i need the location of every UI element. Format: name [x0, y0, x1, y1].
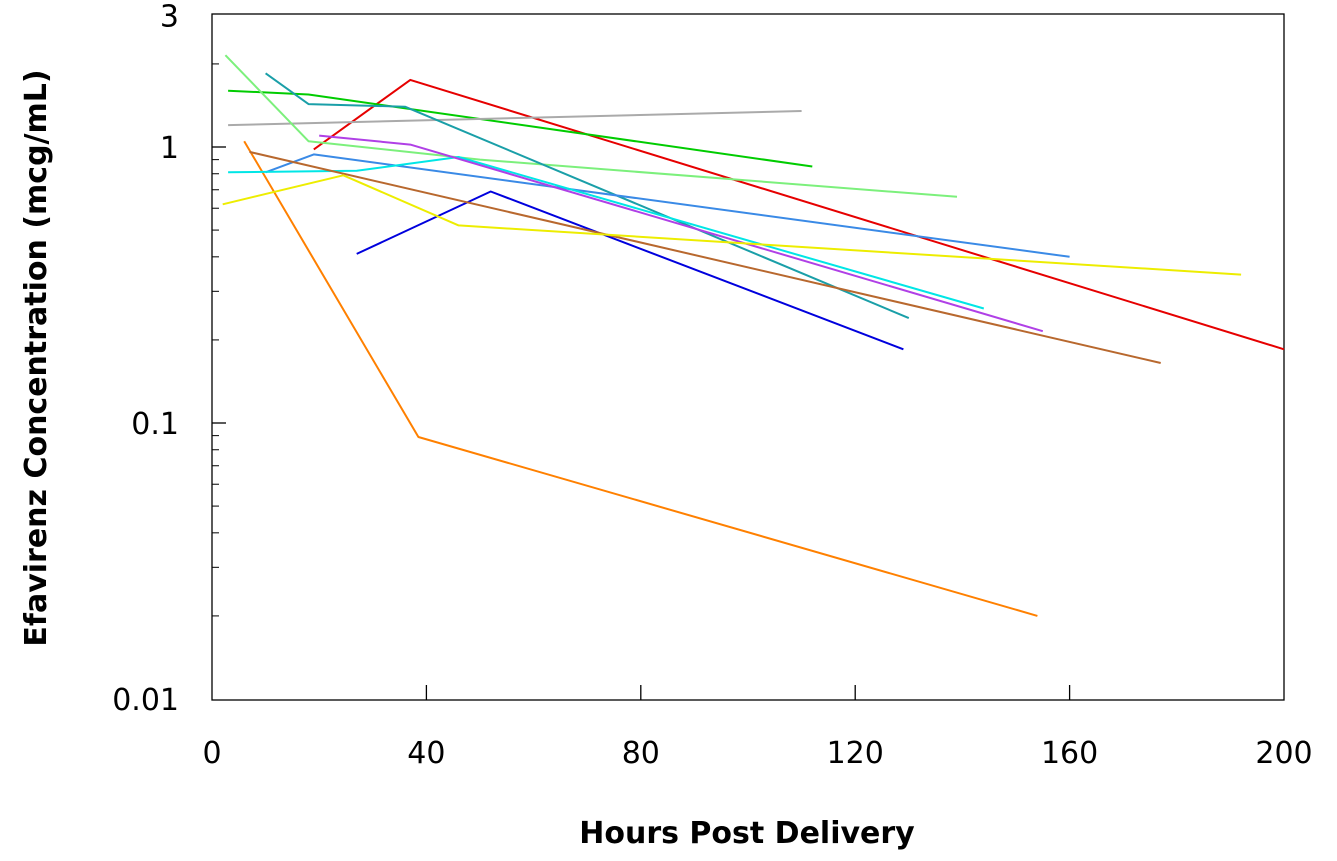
- x-tick-label: 0: [202, 736, 221, 771]
- series-line-8: [265, 153, 1070, 258]
- series-line-9: [228, 156, 985, 310]
- series-line-3: [228, 89, 813, 168]
- series-line-1: [243, 140, 1038, 617]
- x-tick-label: 40: [407, 736, 445, 771]
- x-tick-label: 80: [622, 736, 660, 771]
- y-tick-label: 1: [160, 131, 179, 166]
- series-group: [222, 54, 1285, 617]
- series-line-7: [265, 72, 910, 320]
- ticks-group: 0 40 80 120 160 200 0.01 0.1 1 3: [112, 0, 1312, 771]
- series-line-12: [222, 174, 1242, 276]
- series-line-10: [319, 134, 1044, 333]
- x-axis-title: Hours Post Delivery: [579, 816, 915, 851]
- series-line-5: [224, 54, 958, 198]
- plot-area: [211, 13, 1285, 701]
- x-tick-label: 120: [827, 736, 884, 771]
- series-line-4: [228, 110, 802, 127]
- series-line-6: [356, 190, 904, 351]
- y-tick-label: 3: [160, 0, 179, 34]
- x-tick-label: 160: [1041, 736, 1098, 771]
- y-axis-title: Efavirenz Concentration (mcg/mL): [19, 69, 54, 646]
- y-tick-label: 0.01: [112, 683, 179, 718]
- plot-frame: [211, 13, 1285, 701]
- x-tick-label: 200: [1255, 736, 1312, 771]
- y-tick-label: 0.1: [131, 407, 179, 442]
- series-line-11: [249, 150, 1161, 364]
